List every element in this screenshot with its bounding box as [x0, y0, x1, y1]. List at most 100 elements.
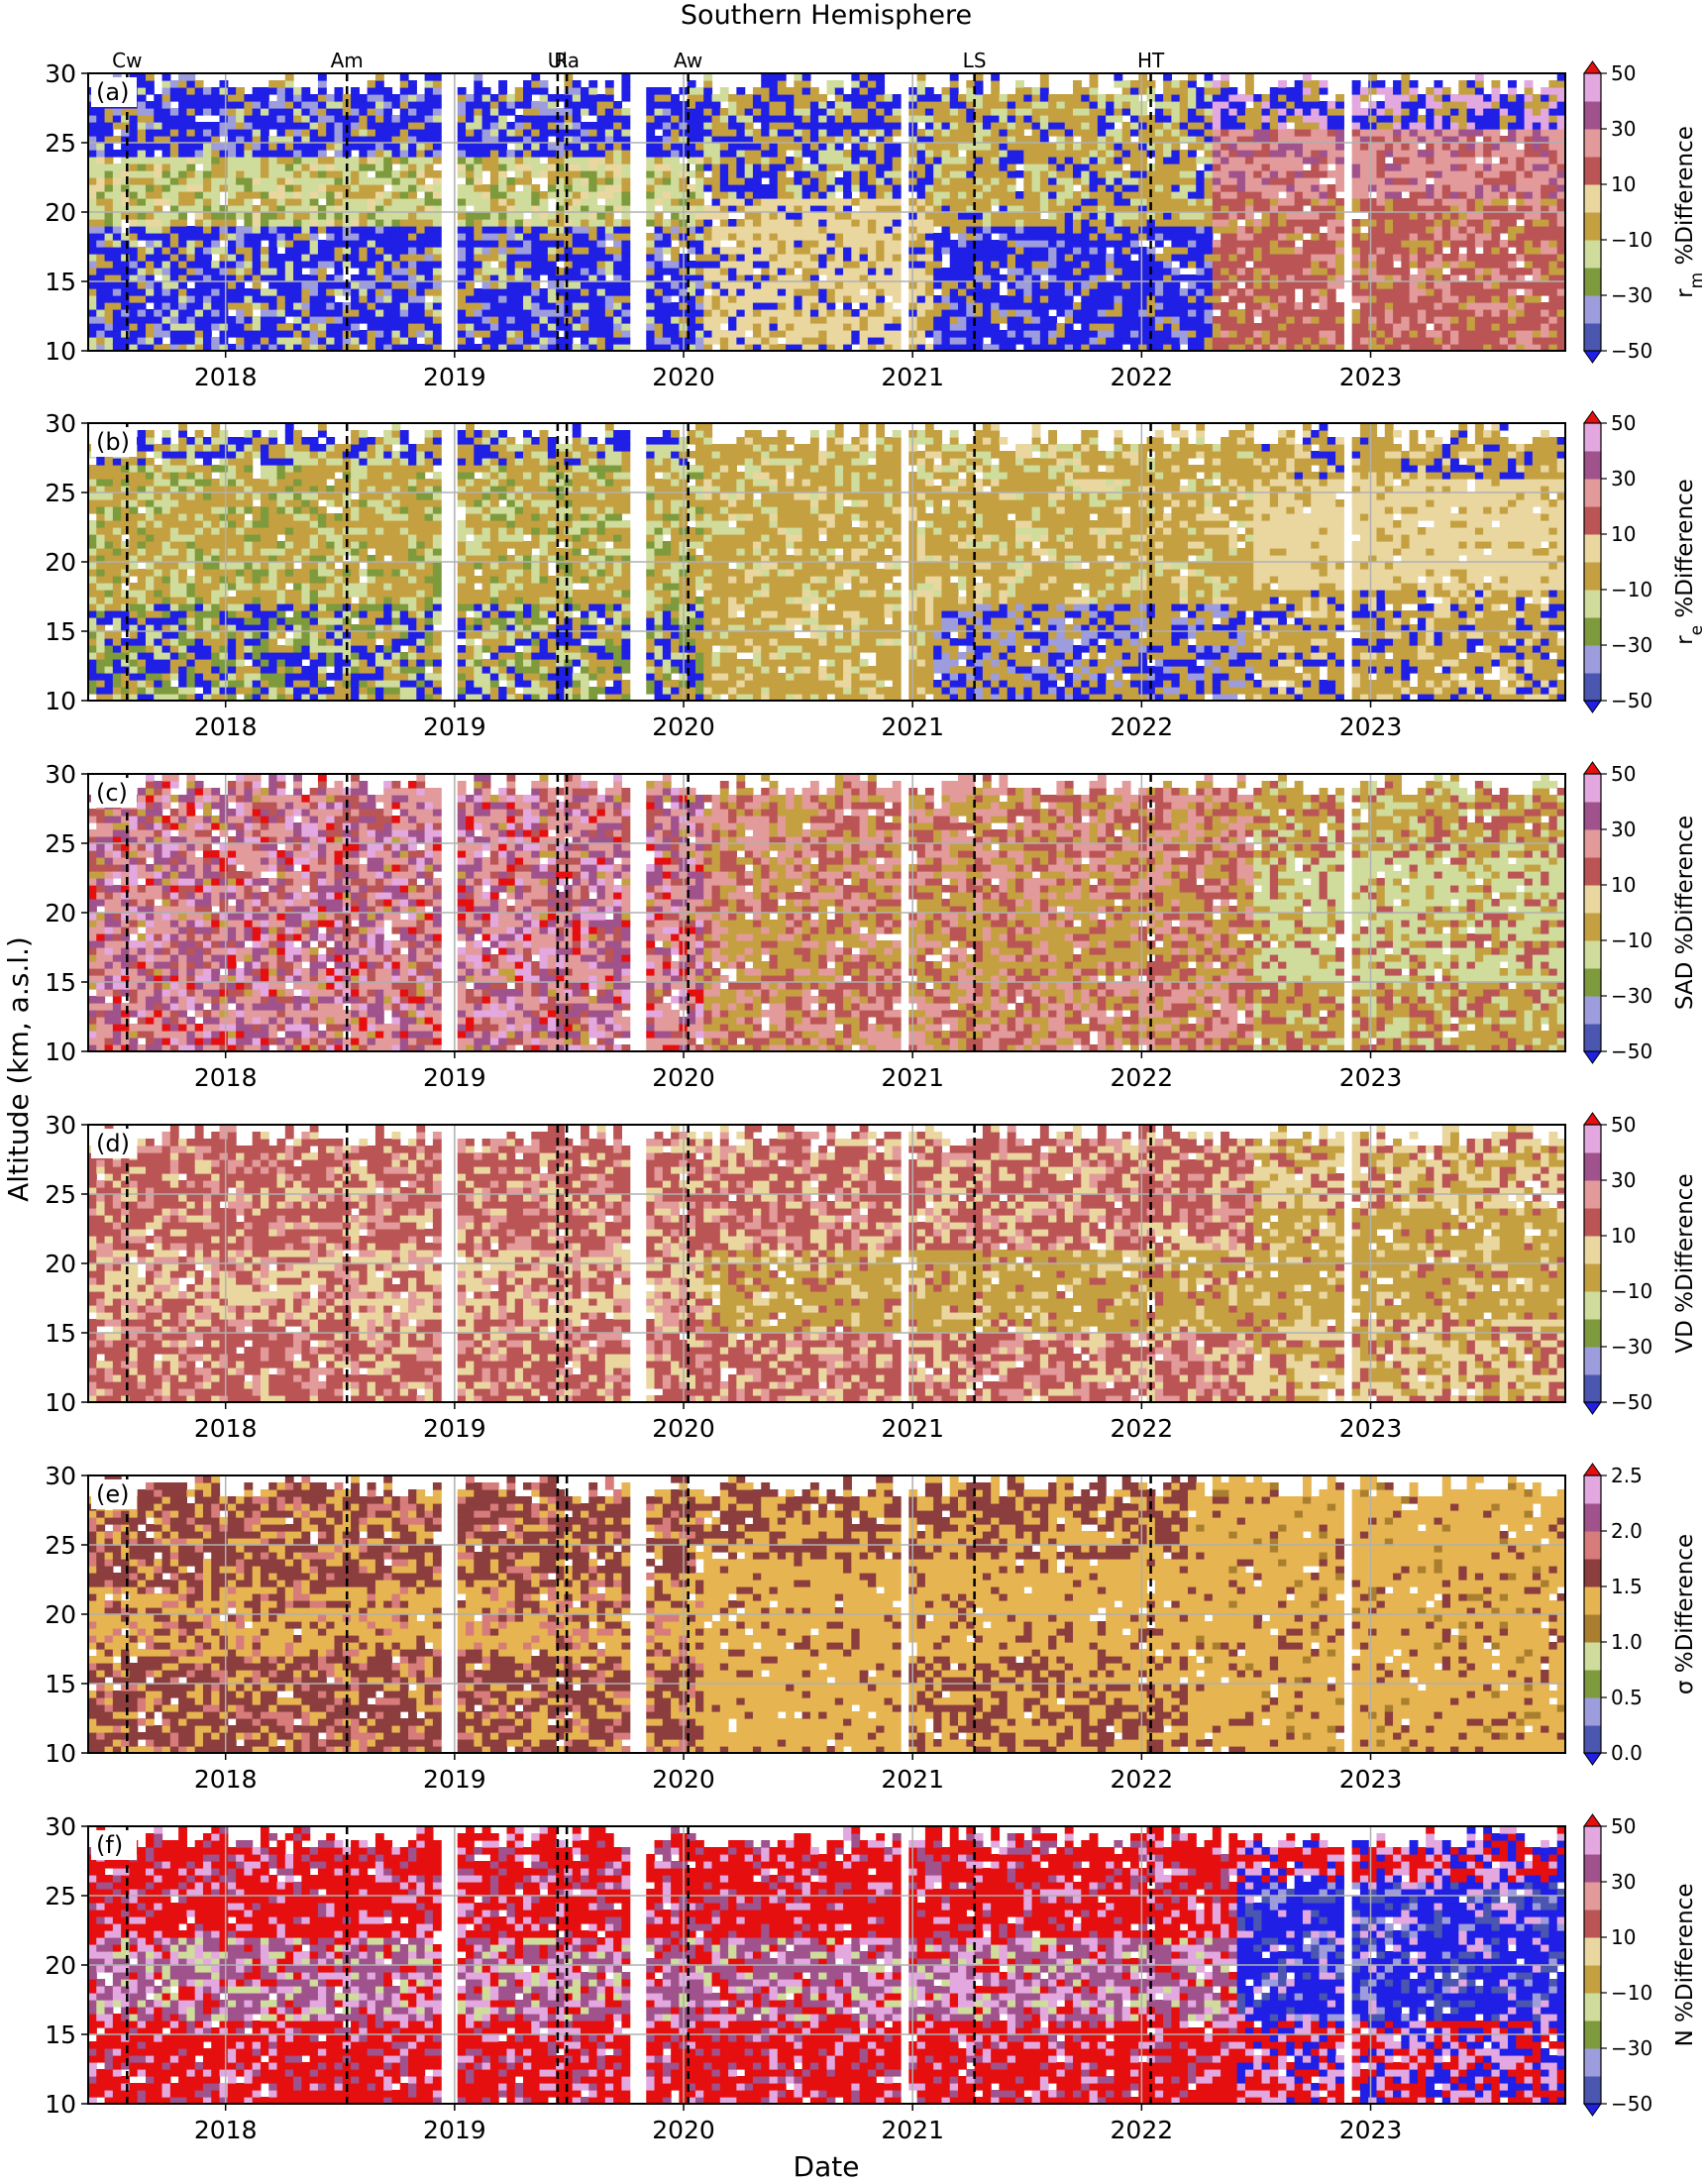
heatmap-cell — [96, 122, 106, 130]
heatmap-cell — [514, 198, 524, 206]
heatmap-cell — [293, 94, 302, 102]
heatmap-cell — [227, 122, 237, 130]
heatmap-cell — [687, 80, 696, 88]
heatmap-cell — [786, 115, 795, 123]
heatmap-cell — [859, 337, 869, 345]
heatmap-cell — [481, 87, 491, 95]
heatmap-cell — [211, 108, 221, 116]
heatmap-cell — [260, 268, 269, 275]
heatmap-cell — [1196, 212, 1206, 220]
heatmap-cell — [1089, 302, 1099, 310]
heatmap-cell — [581, 337, 589, 345]
heatmap-cell — [539, 288, 549, 296]
heatmap-cell — [1221, 212, 1229, 220]
heatmap-cell — [334, 122, 344, 130]
heatmap-cell — [794, 261, 803, 269]
heatmap-cell — [1163, 191, 1172, 199]
heatmap-cell — [547, 233, 557, 241]
heatmap-cell — [982, 288, 992, 296]
heatmap-cell — [991, 198, 1001, 206]
heatmap-cell — [408, 330, 417, 338]
heatmap-cell — [547, 344, 557, 352]
heatmap-cell — [1081, 94, 1091, 102]
heatmap-cell — [416, 101, 426, 109]
heatmap-cell — [227, 219, 237, 227]
heatmap-cell — [1171, 136, 1181, 144]
heatmap-cell — [178, 101, 187, 109]
heatmap-cell — [367, 281, 376, 289]
heatmap-cell — [1154, 323, 1164, 331]
heatmap-cell — [416, 344, 426, 352]
heatmap-cell — [169, 268, 179, 275]
heatmap-cell — [581, 94, 589, 102]
heatmap-cell — [556, 233, 566, 241]
heatmap-cell — [1039, 281, 1049, 289]
heatmap-cell — [809, 164, 819, 171]
heatmap-cell — [236, 337, 245, 345]
heatmap-cell — [867, 240, 877, 248]
heatmap-cell — [408, 136, 417, 144]
heatmap-cell — [1138, 212, 1148, 220]
heatmap-cell — [301, 233, 311, 241]
heatmap-cell — [457, 316, 467, 324]
heatmap-cell — [949, 323, 959, 331]
heatmap-cell — [161, 108, 171, 116]
heatmap-cell — [408, 281, 417, 289]
heatmap-cell — [317, 219, 327, 227]
heatmap-cell — [1048, 268, 1058, 275]
heatmap-cell — [1187, 101, 1197, 109]
heatmap-cell — [399, 122, 409, 130]
heatmap-cell — [966, 330, 976, 338]
heatmap-cell — [547, 226, 557, 234]
heatmap-cell — [769, 184, 779, 192]
heatmap-cell — [260, 129, 269, 137]
heatmap-cell — [506, 198, 516, 206]
heatmap-cell — [1138, 323, 1148, 331]
heatmap-cell — [621, 143, 631, 151]
heatmap-cell — [169, 247, 179, 255]
heatmap-cell — [1221, 337, 1229, 345]
heatmap-cell — [1221, 73, 1229, 81]
heatmap-cell — [1138, 344, 1148, 352]
heatmap-cell — [145, 226, 155, 234]
heatmap-cell — [121, 157, 131, 164]
heatmap-cell — [424, 240, 434, 248]
heatmap-cell — [809, 212, 819, 220]
heatmap-cell — [1097, 247, 1107, 255]
heatmap-cell — [1015, 191, 1024, 199]
heatmap-cell — [236, 261, 245, 269]
heatmap-cell — [137, 302, 147, 310]
heatmap-cell — [834, 247, 844, 255]
heatmap-cell — [1138, 143, 1148, 151]
heatmap-cell — [572, 219, 582, 227]
heatmap-cell — [958, 226, 967, 234]
heatmap-cell — [547, 184, 557, 192]
heatmap-cell — [662, 323, 672, 331]
heatmap-cell — [851, 198, 861, 206]
heatmap-cell — [1007, 94, 1016, 102]
heatmap-cell — [794, 73, 803, 81]
heatmap-cell — [489, 191, 499, 199]
heatmap-cell — [859, 108, 869, 116]
heatmap-cell — [556, 150, 566, 158]
heatmap-cell — [186, 295, 196, 303]
heatmap-cell — [547, 274, 557, 282]
heatmap-cell — [112, 309, 122, 317]
heatmap-cell — [604, 247, 614, 255]
heatmap-cell — [1212, 247, 1222, 255]
heatmap-cell — [662, 101, 672, 109]
heatmap-cell — [809, 157, 819, 164]
heatmap-cell — [1097, 274, 1107, 282]
heatmap-cell — [391, 198, 401, 206]
heatmap-cell — [309, 261, 319, 269]
heatmap-cell — [843, 247, 852, 255]
heatmap-cell — [1106, 233, 1116, 241]
heatmap-cell — [351, 295, 360, 303]
heatmap-cell — [1221, 323, 1229, 331]
heatmap-cell — [145, 309, 155, 317]
heatmap-cell — [958, 198, 967, 206]
heatmap-cell — [383, 115, 393, 123]
heatmap-cell — [104, 240, 114, 248]
heatmap-cell — [457, 288, 467, 296]
heatmap-cell — [1196, 302, 1206, 310]
